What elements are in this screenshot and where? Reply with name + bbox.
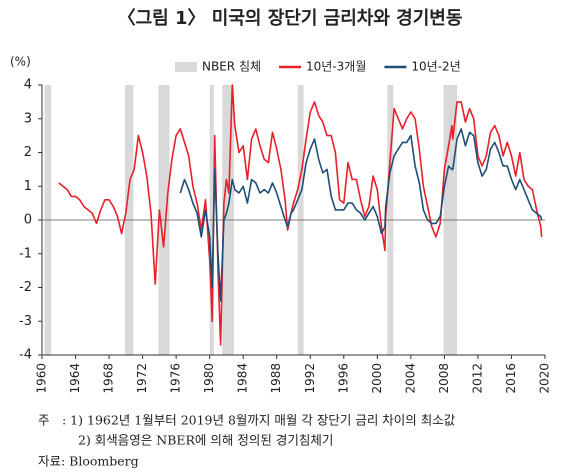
note: 자료: Bloomberg (38, 454, 139, 469)
x-tick-label: 1972 (135, 363, 149, 394)
legend-swatch (175, 62, 197, 72)
y-unit-label: (%) (10, 55, 31, 69)
x-tick-label: 2016 (504, 363, 518, 394)
y-tick-label: 1 (24, 179, 32, 194)
legend-label: NBER 침체 (202, 60, 261, 74)
y-tick-label: -3 (19, 314, 32, 329)
y-tick-label: 2 (24, 145, 32, 160)
x-tick-label: 1976 (169, 363, 183, 394)
x-tick-label: 1964 (68, 363, 82, 394)
series-line (58, 84, 543, 346)
chart-title: 〈그림 1〉 미국의 장단기 금리차와 경기변동 (118, 8, 463, 29)
x-tick-label: 2012 (470, 363, 484, 394)
legend-label: 10년-3개월 (306, 60, 366, 74)
x-tick-label: 1968 (102, 363, 116, 394)
note: 2) 회색음영은 NBER에 의해 정의된 경기침체기 (78, 433, 333, 448)
x-tick-label: 1992 (303, 363, 317, 394)
legend-label: 10년-2년 (411, 60, 460, 74)
x-tick-label: 1980 (202, 363, 216, 394)
x-tick-label: 1984 (236, 363, 250, 394)
note: 주 : 1) 1962년 1월부터 2019년 8월까지 매월 각 장단기 금리… (38, 413, 456, 428)
y-tick-label: -4 (19, 348, 32, 363)
x-tick-label: 2020 (538, 363, 552, 394)
x-tick-label: 2008 (437, 363, 451, 394)
x-tick-label: 2000 (370, 363, 384, 394)
series-line (179, 128, 543, 302)
x-tick-label: 1988 (269, 363, 283, 394)
y-tick-label: -2 (19, 280, 32, 295)
y-tick-label: -1 (19, 246, 32, 261)
y-tick-label: 0 (24, 213, 32, 228)
x-tick-label: 1996 (336, 363, 350, 394)
y-tick-label: 4 (24, 78, 32, 93)
x-tick-label: 1960 (35, 363, 49, 394)
x-tick-label: 2004 (403, 363, 417, 394)
y-tick-label: 3 (24, 111, 32, 126)
